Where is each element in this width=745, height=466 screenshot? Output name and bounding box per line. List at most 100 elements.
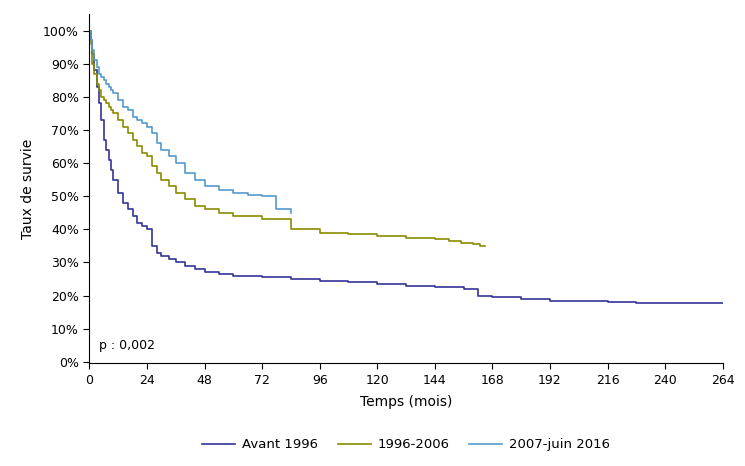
- Avant 1996: [402, 283, 410, 288]
- Avant 1996: [545, 298, 554, 303]
- Avant 1996: [517, 296, 526, 302]
- Avant 1996: [164, 256, 173, 262]
- 1996-2006: [200, 206, 209, 212]
- Line: 2007-juin 2016: 2007-juin 2016: [89, 31, 291, 213]
- Avant 1996: [157, 253, 166, 259]
- 1996-2006: [229, 213, 238, 219]
- 2007-juin 2016: [87, 48, 96, 53]
- 2007-juin 2016: [286, 210, 295, 216]
- Avant 1996: [191, 266, 200, 272]
- 1996-2006: [258, 217, 267, 222]
- 1996-2006: [431, 236, 440, 242]
- 1996-2006: [142, 154, 151, 159]
- Avant 1996: [89, 68, 98, 73]
- Avant 1996: [142, 226, 151, 232]
- 2007-juin 2016: [258, 193, 267, 199]
- 1996-2006: [243, 213, 252, 219]
- Y-axis label: Taux de survie: Taux de survie: [21, 138, 35, 239]
- 2007-juin 2016: [128, 114, 137, 119]
- Avant 1996: [102, 147, 111, 152]
- Avant 1996: [574, 298, 583, 304]
- 2007-juin 2016: [138, 121, 147, 126]
- 1996-2006: [457, 240, 466, 246]
- Avant 1996: [286, 276, 295, 282]
- 1996-2006: [164, 184, 173, 189]
- 1996-2006: [99, 97, 108, 103]
- 2007-juin 2016: [97, 74, 106, 80]
- 1996-2006: [152, 170, 161, 176]
- 2007-juin 2016: [157, 147, 166, 152]
- 2007-juin 2016: [109, 91, 118, 96]
- 1996-2006: [445, 238, 454, 244]
- 2007-juin 2016: [89, 58, 98, 63]
- 2007-juin 2016: [124, 107, 133, 113]
- Avant 1996: [152, 250, 161, 255]
- 1996-2006: [469, 241, 478, 247]
- 1996-2006: [215, 210, 223, 216]
- Line: 1996-2006: 1996-2006: [89, 31, 485, 246]
- Avant 1996: [215, 271, 223, 277]
- X-axis label: Temps (mois): Temps (mois): [360, 395, 452, 409]
- 1996-2006: [86, 41, 95, 47]
- 2007-juin 2016: [99, 77, 108, 83]
- Avant 1996: [114, 190, 123, 196]
- 2007-juin 2016: [200, 184, 209, 189]
- Avant 1996: [87, 51, 96, 56]
- 1996-2006: [148, 164, 156, 169]
- 1996-2006: [107, 107, 115, 113]
- 1996-2006: [315, 230, 324, 235]
- 1996-2006: [286, 226, 295, 232]
- Avant 1996: [97, 117, 106, 123]
- Avant 1996: [258, 274, 267, 280]
- Avant 1996: [109, 177, 118, 182]
- Avant 1996: [661, 300, 670, 306]
- Avant 1996: [229, 273, 238, 279]
- 1996-2006: [87, 61, 96, 67]
- 1996-2006: [109, 110, 118, 116]
- 2007-juin 2016: [133, 117, 142, 123]
- Avant 1996: [431, 284, 440, 290]
- 2007-juin 2016: [272, 206, 281, 212]
- 1996-2006: [114, 117, 123, 123]
- Avant 1996: [474, 293, 483, 298]
- 2007-juin 2016: [164, 154, 173, 159]
- 1996-2006: [481, 243, 489, 249]
- 1996-2006: [89, 71, 98, 76]
- Avant 1996: [85, 28, 94, 34]
- 1996-2006: [118, 124, 127, 130]
- 2007-juin 2016: [86, 38, 95, 43]
- 1996-2006: [128, 137, 137, 143]
- 1996-2006: [181, 197, 190, 202]
- Avant 1996: [200, 270, 209, 275]
- 1996-2006: [344, 232, 353, 237]
- Avant 1996: [718, 301, 727, 306]
- Legend: Avant 1996, 1996-2006, 2007-juin 2016: Avant 1996, 1996-2006, 2007-juin 2016: [197, 433, 615, 457]
- Avant 1996: [118, 200, 127, 206]
- 2007-juin 2016: [92, 64, 101, 70]
- 1996-2006: [133, 144, 142, 149]
- 1996-2006: [402, 235, 410, 240]
- Avant 1996: [107, 167, 115, 172]
- 2007-juin 2016: [181, 170, 190, 176]
- Line: Avant 1996: Avant 1996: [89, 31, 723, 303]
- 2007-juin 2016: [104, 84, 113, 89]
- Avant 1996: [133, 220, 142, 226]
- 2007-juin 2016: [118, 104, 127, 110]
- 1996-2006: [157, 177, 166, 182]
- Avant 1996: [344, 280, 353, 285]
- Avant 1996: [171, 260, 180, 265]
- 2007-juin 2016: [107, 88, 115, 93]
- Avant 1996: [128, 213, 137, 219]
- Avant 1996: [86, 38, 95, 43]
- Avant 1996: [372, 281, 381, 287]
- 1996-2006: [191, 203, 200, 209]
- 2007-juin 2016: [229, 190, 238, 196]
- Avant 1996: [124, 206, 133, 212]
- Avant 1996: [488, 295, 497, 300]
- 2007-juin 2016: [171, 160, 180, 166]
- Avant 1996: [138, 223, 147, 229]
- Avant 1996: [315, 278, 324, 283]
- 1996-2006: [124, 130, 133, 136]
- 1996-2006: [171, 190, 180, 196]
- 1996-2006: [102, 101, 111, 106]
